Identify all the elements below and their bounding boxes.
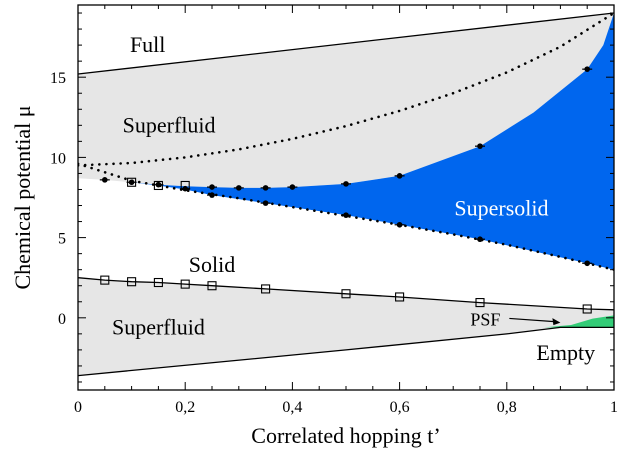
data-point-square <box>180 279 190 289</box>
supersolid-region <box>78 13 614 270</box>
data-point-circle <box>477 236 483 243</box>
data-point-circle <box>396 221 403 228</box>
lower-superfluid-region <box>78 277 614 376</box>
region-label: Superfluid <box>112 314 205 339</box>
data-point-circle <box>584 66 590 72</box>
dotted-boundary-line <box>78 11 614 167</box>
data-point-square <box>127 177 137 187</box>
x-tick-label: 0 <box>74 399 82 416</box>
data-point-circle <box>209 184 215 190</box>
data-point-square <box>395 292 405 302</box>
data-point-square <box>100 275 110 285</box>
data-point-circle <box>236 185 242 191</box>
boundary-line <box>78 12 614 75</box>
region-label: Superfluid <box>123 112 216 137</box>
x-tick-label: 0,8 <box>497 399 517 416</box>
psf-region <box>544 315 614 328</box>
data-point-circle <box>182 185 188 192</box>
boundary-line <box>78 326 614 377</box>
y-tick-label: 10 <box>50 150 66 167</box>
data-markers <box>99 66 593 314</box>
y-tick-label: 0 <box>58 311 66 328</box>
region-label: Empty <box>536 340 595 365</box>
region-label: Full <box>130 32 165 57</box>
region-label: Supersolid <box>454 196 548 221</box>
data-point-circle <box>477 143 483 149</box>
x-tick-label: 0,4 <box>282 399 302 416</box>
data-point-circle <box>584 260 590 267</box>
data-point-square <box>180 180 190 191</box>
data-point-circle <box>262 185 269 191</box>
region-label: Solid <box>189 252 235 277</box>
y-tick-label: 15 <box>50 70 66 87</box>
data-point-square <box>582 304 592 314</box>
data-point-circle <box>289 184 296 190</box>
data-point-square <box>153 180 163 191</box>
psf-arrow-head <box>552 318 561 326</box>
y-tick-label: 5 <box>58 231 66 248</box>
psf-arrow-line <box>509 317 555 323</box>
data-point-square <box>127 277 137 287</box>
region-labels: Full Superfluid Supersolid Solid Superfluid E… <box>112 32 595 365</box>
data-point-square <box>153 277 163 288</box>
data-point-circle <box>155 181 162 188</box>
data-point-circle <box>343 212 349 218</box>
data-point-circle <box>262 200 269 206</box>
y-axis-label: Chemical potential μ <box>10 105 35 289</box>
data-point-circle <box>102 177 108 183</box>
data-point-square <box>207 281 217 291</box>
data-point-square <box>475 298 485 308</box>
data-point-square <box>261 284 271 294</box>
x-tick-label: 1 <box>610 399 618 416</box>
dotted-boundary-line <box>78 162 614 272</box>
x-tick-label: 0,6 <box>390 399 410 416</box>
data-point-circle <box>396 173 403 179</box>
data-point-square <box>341 289 351 299</box>
psf-label: PSF <box>470 309 500 329</box>
data-point-circle <box>209 192 215 198</box>
data-point-circle <box>128 179 135 186</box>
data-point-circle <box>343 181 349 187</box>
x-tick-label: 0,2 <box>175 399 195 416</box>
x-axis-label: Correlated hopping t’ <box>251 423 440 448</box>
